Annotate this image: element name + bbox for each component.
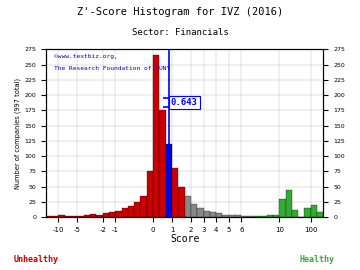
Bar xyxy=(109,212,115,217)
Bar xyxy=(46,216,52,217)
Text: ©www.textbiz.org,: ©www.textbiz.org, xyxy=(54,55,118,59)
Bar xyxy=(96,215,103,217)
Y-axis label: Number of companies (997 total): Number of companies (997 total) xyxy=(15,78,22,189)
Bar xyxy=(279,199,285,217)
Bar xyxy=(65,216,71,217)
Bar xyxy=(292,210,298,217)
Bar xyxy=(203,211,210,217)
Text: Z'-Score Histogram for IVZ (2016): Z'-Score Histogram for IVZ (2016) xyxy=(77,7,283,17)
Bar xyxy=(210,212,216,217)
Bar xyxy=(222,215,229,217)
Bar xyxy=(115,211,122,217)
Bar xyxy=(260,216,267,217)
Bar xyxy=(128,206,134,217)
Bar xyxy=(197,208,203,217)
Bar xyxy=(122,208,128,217)
Bar xyxy=(77,216,84,217)
Text: 0.643: 0.643 xyxy=(171,98,198,107)
Bar xyxy=(90,214,96,217)
X-axis label: Score: Score xyxy=(170,234,199,244)
Bar xyxy=(242,216,248,217)
Text: Healthy: Healthy xyxy=(299,255,334,264)
Bar xyxy=(235,215,242,217)
Bar xyxy=(147,171,153,217)
Bar xyxy=(58,215,65,217)
Bar xyxy=(311,205,317,217)
Bar xyxy=(159,110,166,217)
Bar xyxy=(134,202,140,217)
Bar xyxy=(172,168,178,217)
Bar xyxy=(103,213,109,217)
Text: Unhealthy: Unhealthy xyxy=(14,255,58,264)
Text: Sector: Financials: Sector: Financials xyxy=(132,28,228,37)
Bar xyxy=(273,215,279,217)
Bar xyxy=(191,204,197,217)
Bar xyxy=(305,208,311,217)
Bar xyxy=(216,213,222,217)
Bar xyxy=(229,215,235,217)
Bar xyxy=(153,56,159,217)
Bar xyxy=(285,190,292,217)
Bar xyxy=(178,187,185,217)
Bar xyxy=(267,215,273,217)
Bar xyxy=(185,196,191,217)
Bar xyxy=(140,196,147,217)
Bar xyxy=(84,215,90,217)
Bar xyxy=(166,144,172,217)
Bar xyxy=(317,212,323,217)
Bar xyxy=(254,216,260,217)
Bar xyxy=(248,216,254,217)
Text: The Research Foundation of SUNY: The Research Foundation of SUNY xyxy=(54,66,170,71)
